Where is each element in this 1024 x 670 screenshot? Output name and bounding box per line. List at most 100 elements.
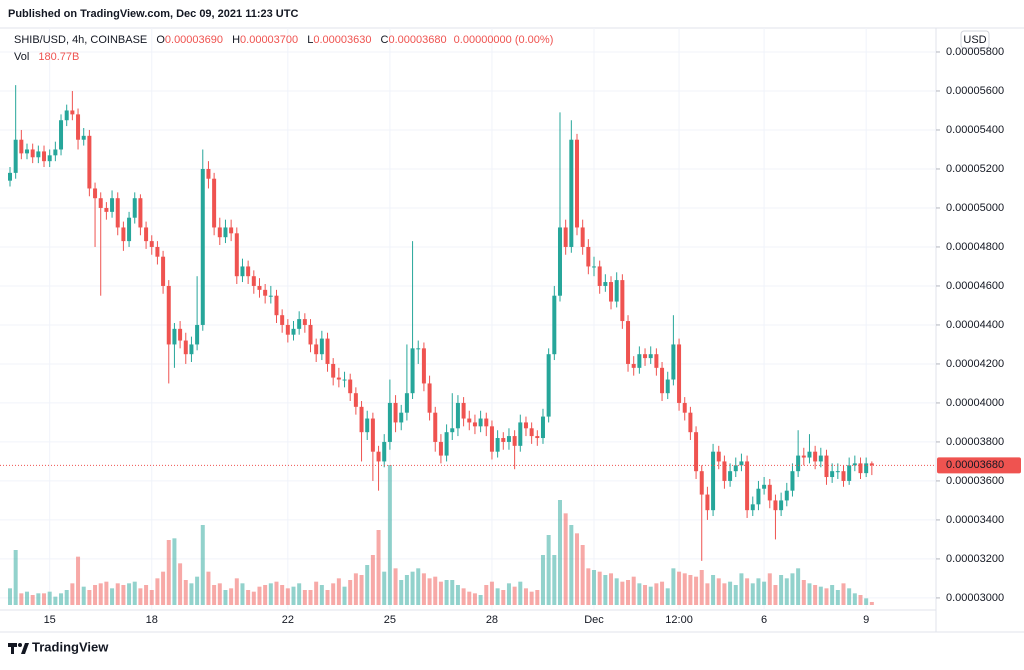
- candle-body: [450, 428, 455, 433]
- x-tick-label: 9: [863, 614, 869, 626]
- candle-body: [728, 471, 733, 481]
- x-tick-label: 12:00: [665, 614, 693, 626]
- candle-body: [104, 207, 109, 212]
- volume-bar: [427, 578, 432, 605]
- candle-body: [172, 328, 177, 345]
- volume-bar: [93, 585, 98, 605]
- currency: USD: [963, 34, 986, 46]
- symbol: SHIB/USD, 4h, COINBASE: [14, 34, 147, 46]
- volume-bar: [665, 588, 670, 605]
- logo-mark: [11, 647, 14, 654]
- volume-bar: [59, 593, 64, 605]
- change-value: 0.00000000 (0.00%): [454, 34, 554, 46]
- candle-body: [319, 338, 324, 355]
- candle-body: [240, 266, 245, 277]
- c-label: C: [381, 34, 389, 46]
- volume-bar: [382, 571, 387, 605]
- volume-bar: [30, 595, 35, 605]
- volume-bar: [478, 595, 483, 605]
- candle-body: [166, 285, 171, 345]
- candle-body: [626, 321, 631, 364]
- volume-bar: [308, 590, 313, 605]
- candle-body: [53, 149, 58, 156]
- volume-bar: [297, 583, 302, 605]
- volume-bar: [767, 573, 772, 605]
- y-tick-label: 0.00003400: [946, 514, 1004, 526]
- volume-bar: [229, 588, 234, 605]
- candle-body: [852, 463, 857, 466]
- candle-body: [512, 436, 517, 446]
- candle-body: [665, 379, 670, 394]
- currency-box[interactable]: [960, 30, 990, 49]
- volume-bar: [387, 465, 392, 605]
- volume-bar: [70, 583, 75, 605]
- volume-bar: [348, 580, 353, 605]
- candle-body: [144, 227, 149, 242]
- volume-bar: [257, 586, 262, 605]
- candle-body: [268, 295, 273, 297]
- volume-bar: [813, 585, 818, 605]
- y-tick-label: 0.00003200: [946, 553, 1004, 565]
- volume-legend: Vol 180.77B: [14, 51, 79, 63]
- candle-body: [580, 227, 585, 247]
- volume-bar: [149, 590, 154, 605]
- volume-bar: [161, 571, 166, 605]
- candle-body: [722, 461, 727, 481]
- candle-body: [189, 344, 194, 355]
- candle-body: [246, 266, 251, 277]
- volume-bar: [614, 578, 619, 605]
- volume-bar: [518, 581, 523, 605]
- volume-bar: [172, 538, 177, 605]
- volume-bar: [671, 568, 676, 605]
- volume-bar: [212, 585, 217, 605]
- volume-bar: [217, 583, 222, 605]
- candle-body: [76, 114, 81, 140]
- candle-body: [297, 319, 302, 329]
- candle-body: [841, 471, 846, 481]
- volume-bar: [342, 586, 347, 605]
- candle-body: [455, 402, 460, 429]
- logo-mark: [8, 643, 17, 647]
- candle-body: [331, 363, 336, 378]
- y-tick-label: 0.00004000: [946, 397, 1004, 409]
- candle-body: [835, 471, 840, 473]
- volume-bar: [546, 535, 551, 605]
- candle-body: [660, 367, 665, 394]
- volume-bar: [121, 585, 126, 605]
- volume-bar: [841, 583, 846, 605]
- candle-body: [291, 328, 296, 335]
- volume-bar: [779, 575, 784, 605]
- volume-bar: [745, 578, 750, 605]
- candle-body: [155, 246, 160, 257]
- volume-bar: [206, 571, 211, 605]
- y-tick-label: 0.00003000: [946, 592, 1004, 604]
- candle-body: [478, 418, 483, 427]
- candle-body: [830, 471, 835, 478]
- volume-bar: [728, 581, 733, 605]
- candle-body: [631, 363, 636, 368]
- volume-bar: [19, 593, 24, 605]
- candle-body: [115, 198, 120, 228]
- volume-bar: [852, 593, 857, 605]
- candle-body: [64, 110, 69, 121]
- volume-bar: [648, 586, 653, 605]
- candle-body: [489, 426, 494, 452]
- candle-body: [756, 488, 761, 505]
- candle-body: [677, 344, 682, 403]
- candle-body: [274, 295, 279, 316]
- candle-body: [87, 135, 92, 189]
- volume-bar: [76, 556, 81, 605]
- volume-bar: [506, 583, 511, 605]
- volume-bar: [444, 580, 449, 605]
- volume-bar: [461, 588, 466, 605]
- candle-body: [342, 379, 347, 381]
- volume-bar: [127, 583, 132, 605]
- candle-body: [110, 198, 115, 212]
- candle-body: [552, 295, 557, 355]
- volume-bar: [654, 583, 659, 605]
- candle-body: [336, 377, 341, 380]
- candle-body: [620, 280, 625, 322]
- candle-body: [308, 324, 313, 345]
- volume-bar: [563, 513, 568, 605]
